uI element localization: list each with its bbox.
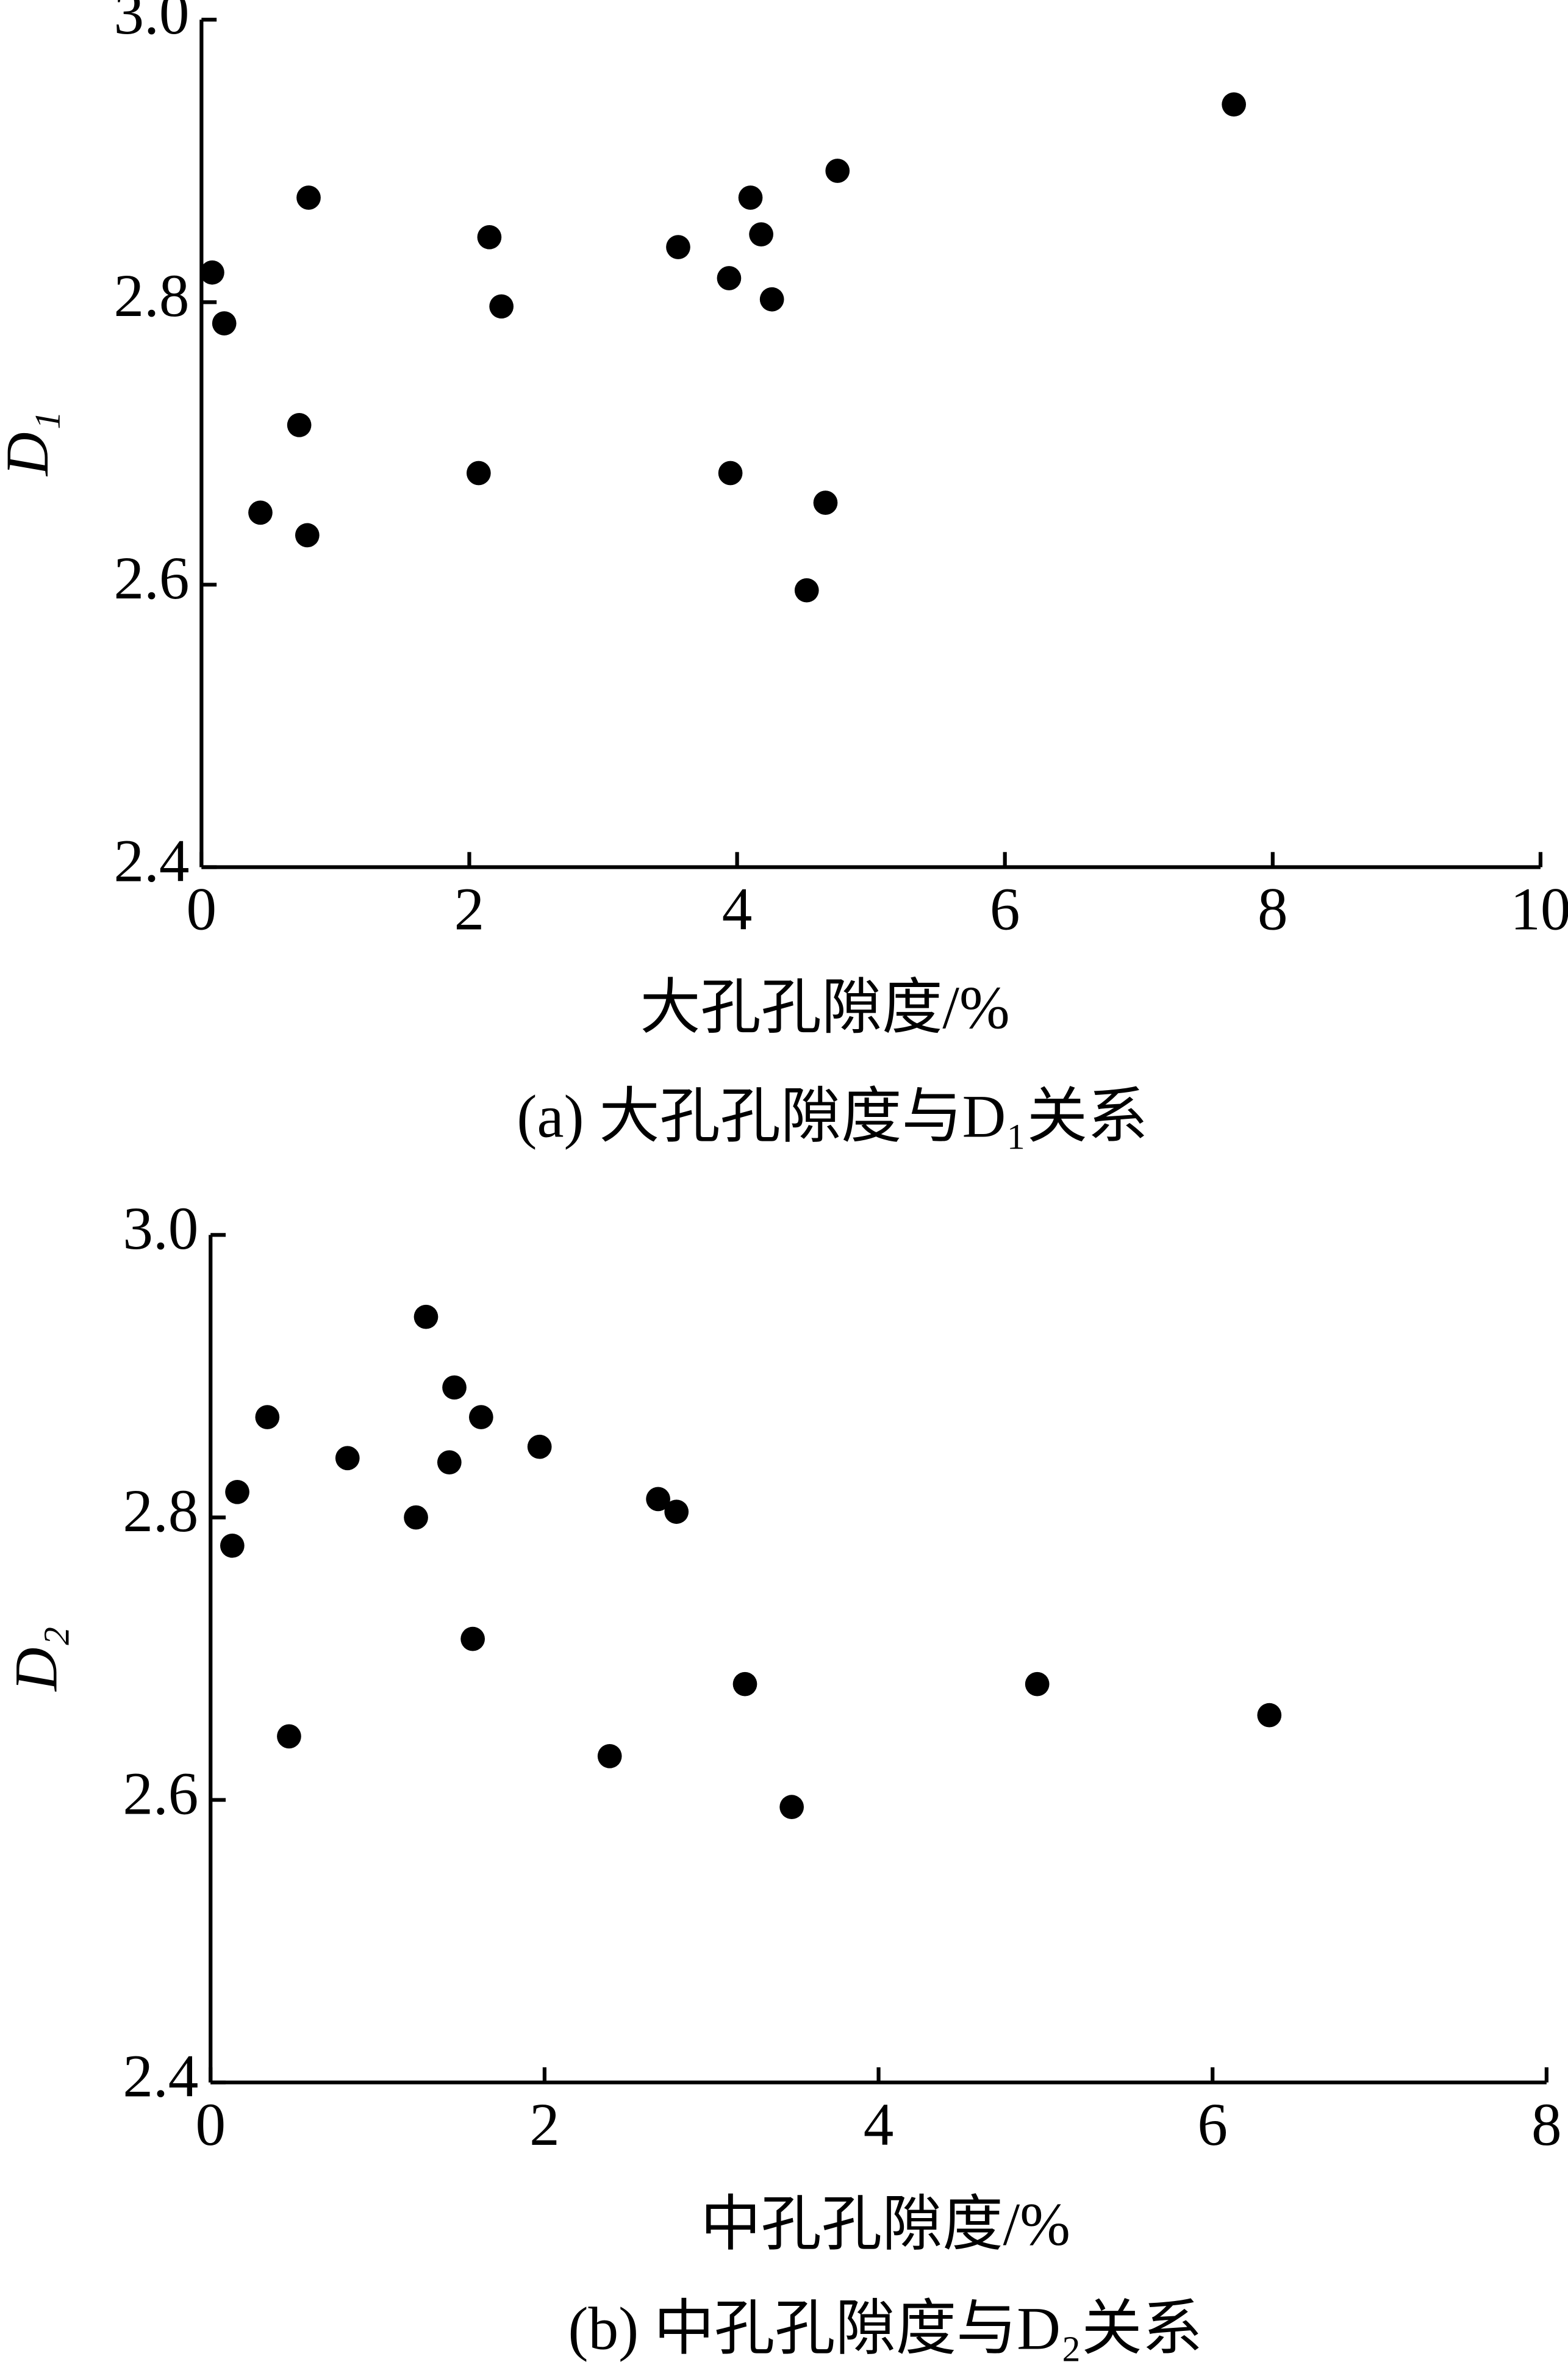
data-point — [664, 1499, 689, 1524]
data-point — [335, 1446, 360, 1471]
data-point — [442, 1375, 467, 1400]
data-point — [825, 159, 850, 183]
y-tick-label: 2.6 — [123, 1761, 198, 1827]
data-point — [277, 1724, 301, 1749]
y-tick-label: 2.4 — [123, 2043, 198, 2109]
y-tick-label: 3.0 — [113, 0, 189, 47]
data-point — [738, 185, 763, 210]
data-point — [718, 461, 743, 486]
data-point — [527, 1434, 552, 1459]
caption: (b) 中孔孔隙度与D₂关系 — [568, 2296, 1203, 2363]
y-tick-label: 2.6 — [113, 545, 189, 612]
x-tick-label: 2 — [529, 2092, 560, 2158]
y-axis-label: D₁ — [0, 411, 61, 477]
data-point — [1025, 1671, 1050, 1696]
data-point — [813, 490, 838, 515]
data-point — [749, 222, 773, 247]
data-point — [225, 1479, 249, 1504]
x-tick-label: 6 — [1197, 2092, 1228, 2158]
data-point — [717, 266, 742, 290]
x-axis-label: 中孔孔隙度/% — [701, 2192, 1070, 2258]
data-point — [220, 1533, 245, 1558]
x-tick-label: 4 — [722, 877, 753, 943]
caption: (a) 大孔孔隙度与D₁关系 — [517, 1084, 1148, 1151]
data-point — [255, 1405, 280, 1429]
data-point — [200, 260, 224, 285]
data-point — [437, 1450, 462, 1475]
data-point — [469, 1405, 493, 1429]
x-axis-label: 大孔孔隙度/% — [640, 975, 1009, 1041]
data-point — [460, 1626, 485, 1651]
x-tick-label: 2 — [454, 877, 485, 943]
y-tick-label: 2.8 — [123, 1478, 198, 1545]
data-point — [295, 523, 320, 548]
data-point — [477, 224, 502, 250]
x-tick-label: 10 — [1510, 877, 1568, 943]
data-point — [212, 311, 237, 336]
data-point — [1222, 92, 1246, 117]
data-point — [794, 578, 819, 603]
y-axis-label: D₂ — [4, 1626, 70, 1692]
x-tick-label: 6 — [990, 877, 1020, 943]
data-point — [489, 294, 514, 319]
x-tick-label: 8 — [1531, 2092, 1562, 2158]
x-tick-label: 0 — [195, 2092, 226, 2158]
data-point — [646, 1487, 670, 1512]
y-tick-label: 2.8 — [113, 263, 189, 329]
data-point — [666, 235, 690, 259]
data-point — [597, 1743, 622, 1768]
x-tick-label: 4 — [864, 2092, 894, 2158]
data-point — [732, 1671, 757, 1696]
data-point — [779, 1795, 804, 1820]
data-point — [287, 412, 312, 437]
data-point — [404, 1505, 428, 1530]
data-point — [1257, 1703, 1282, 1728]
data-point — [759, 287, 784, 312]
x-tick-label: 8 — [1258, 877, 1288, 943]
data-point — [413, 1304, 439, 1329]
data-point — [467, 461, 491, 486]
y-tick-label: 3.0 — [123, 1196, 198, 1262]
y-tick-label: 2.4 — [113, 828, 189, 894]
x-tick-label: 0 — [187, 877, 217, 943]
data-point — [248, 500, 273, 525]
data-point — [296, 185, 321, 210]
